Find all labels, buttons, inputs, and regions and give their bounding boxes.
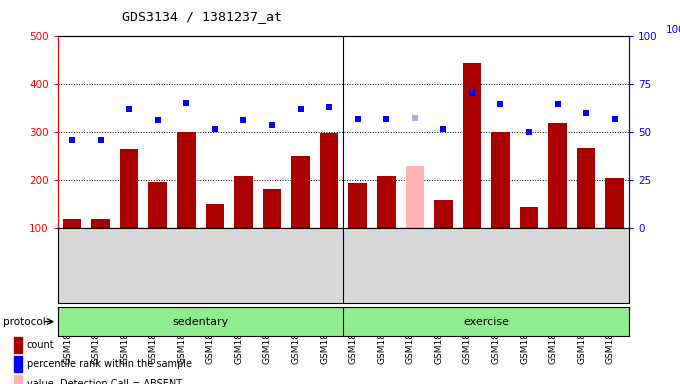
Bar [343, 228, 372, 303]
Bar [605, 178, 624, 228]
Bar [405, 166, 424, 228]
Bar [548, 123, 567, 228]
Bar [14, 376, 22, 384]
Bar [262, 189, 282, 228]
Text: exercise: exercise [463, 316, 509, 327]
Bar [172, 228, 201, 303]
Bar [520, 207, 539, 228]
Bar [462, 63, 481, 228]
Bar [315, 228, 343, 303]
Text: sedentary: sedentary [173, 316, 228, 327]
Text: value, Detection Call = ABSENT: value, Detection Call = ABSENT [27, 379, 182, 384]
Text: 100%: 100% [666, 25, 680, 35]
Bar [286, 228, 315, 303]
Bar [377, 176, 396, 228]
Bar [543, 228, 572, 303]
Bar [291, 157, 310, 228]
Bar [429, 228, 458, 303]
Bar [491, 132, 510, 228]
Bar [320, 134, 339, 228]
Bar [63, 219, 82, 228]
Bar [205, 204, 224, 228]
Bar [572, 228, 600, 303]
Bar [143, 228, 172, 303]
Bar [86, 228, 115, 303]
Text: percentile rank within the sample: percentile rank within the sample [27, 359, 192, 369]
Bar [258, 228, 286, 303]
Bar [177, 132, 196, 228]
Bar [58, 228, 86, 303]
Bar [372, 228, 401, 303]
Bar [14, 356, 22, 372]
Bar [434, 200, 453, 228]
Bar [14, 337, 22, 353]
Text: count: count [27, 340, 54, 350]
Bar [234, 176, 253, 228]
Bar [577, 148, 596, 228]
Bar [201, 228, 229, 303]
Bar [401, 228, 429, 303]
Bar [515, 228, 543, 303]
Bar [115, 228, 143, 303]
Bar [229, 228, 258, 303]
Bar [120, 149, 139, 228]
Bar [348, 183, 367, 228]
Bar [91, 219, 110, 228]
Text: protocol: protocol [3, 316, 46, 327]
Bar [458, 228, 486, 303]
Text: GDS3134 / 1381237_at: GDS3134 / 1381237_at [122, 10, 282, 23]
Bar [600, 228, 629, 303]
Bar [148, 182, 167, 228]
Bar [486, 228, 515, 303]
